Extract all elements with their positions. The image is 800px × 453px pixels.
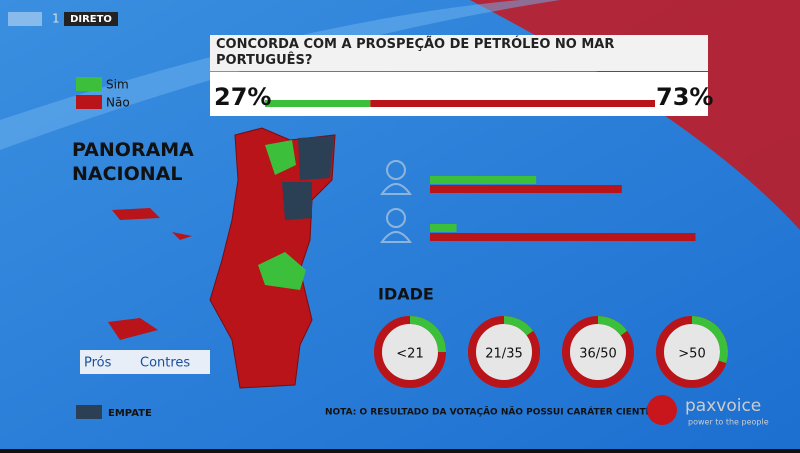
island (108, 318, 158, 340)
donut-label: 36/50 (579, 347, 616, 362)
map-district (282, 182, 312, 220)
map-title: PANORAMA NACIONAL (72, 139, 194, 185)
legend-swatch (76, 95, 102, 109)
content: Sim Não 27% 73% IDADE <21 21/35 36/50 >50 PANORAM… (72, 77, 728, 419)
donut-label: >50 (678, 347, 705, 362)
result-bar (370, 100, 655, 107)
map-district (298, 136, 334, 180)
gender-bar (430, 176, 537, 184)
person-icon (386, 208, 406, 228)
show-right: Contres (140, 356, 190, 371)
legend-swatch (76, 77, 102, 91)
donut-arc (503, 316, 534, 336)
donut-arc (691, 316, 728, 364)
swoosh (470, 0, 800, 230)
person-icon (380, 231, 412, 243)
result-label: 27% (214, 83, 271, 111)
brand-tagline: power to the people (688, 418, 769, 427)
result-box (210, 72, 708, 116)
legend-label: Não (106, 96, 130, 110)
show-logo (80, 350, 210, 374)
question-wrap: CONCORDA COM A PROSPEÇÃO DE PETRÓLEO NO … (216, 37, 615, 68)
brand-name: paxvoice (685, 396, 761, 416)
tie-label: EMPATE (108, 408, 152, 419)
donut-label: <21 (396, 347, 423, 362)
note: NOTA: O RESULTADO DA VOTAÇÃO NÃO POSSUI … (325, 406, 673, 418)
legend-label: Sim (106, 78, 129, 92)
gender-bar (430, 224, 457, 232)
map-district (258, 252, 306, 290)
gender-bar (430, 185, 622, 193)
donut-label: 21/35 (485, 347, 522, 362)
tie-swatch (76, 405, 102, 419)
island (112, 208, 192, 240)
show-left: Prós (84, 356, 112, 371)
question-box (210, 35, 708, 71)
map (108, 127, 336, 389)
logo (8, 12, 42, 26)
map-district (265, 140, 296, 175)
gender-bar (430, 233, 696, 241)
donut-arc (409, 316, 446, 353)
result-label: 73% (656, 83, 713, 111)
person-icon (386, 160, 406, 180)
result-bar (265, 100, 371, 107)
live-badge (64, 12, 118, 26)
donut-arc (597, 316, 628, 336)
person-icon (380, 183, 412, 195)
brand-logo (647, 395, 677, 425)
channel: 1 (52, 12, 60, 26)
live-label: DIRETO (70, 14, 112, 25)
age-title: IDADE (378, 285, 434, 304)
question: CONCORDA COM A PROSPEÇÃO DE PETRÓLEO NO … (216, 37, 615, 68)
